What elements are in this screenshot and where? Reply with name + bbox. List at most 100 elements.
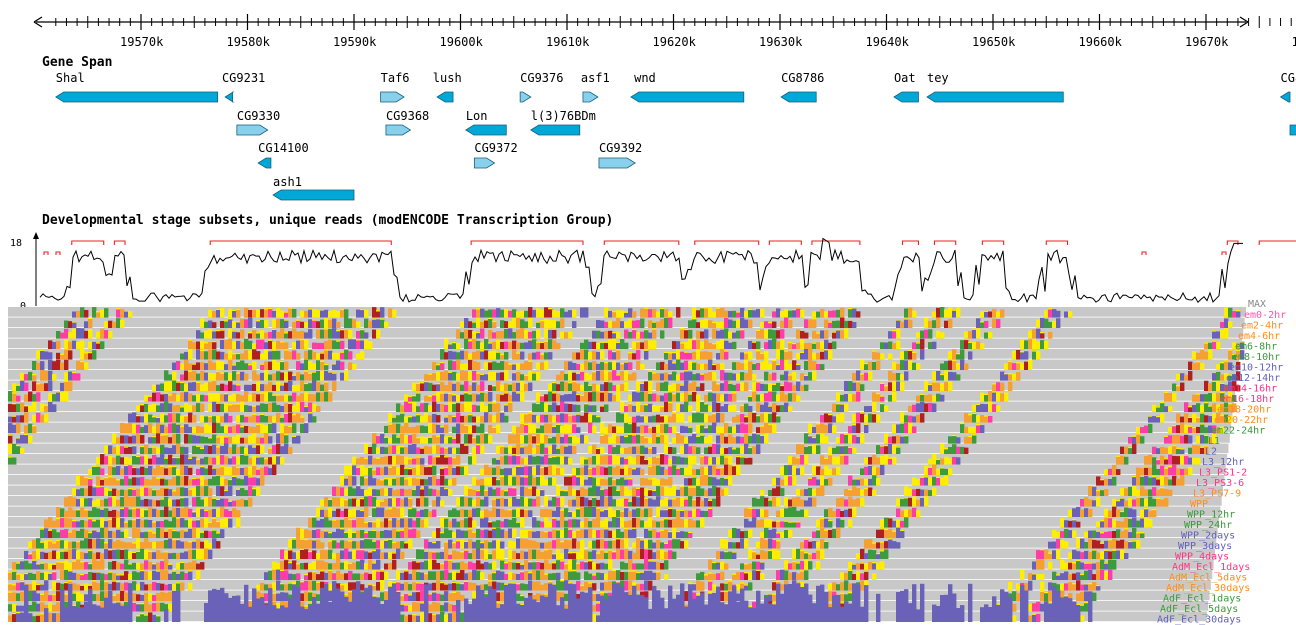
gene-label[interactable]: asf1	[581, 71, 610, 85]
coverage-cell	[948, 447, 953, 454]
gene-cg9392-glyph[interactable]	[598, 157, 636, 169]
coverage-cell	[772, 391, 777, 402]
coverage-cell	[148, 437, 153, 444]
coverage-cell	[264, 416, 269, 423]
gene-oat-glyph[interactable]	[893, 91, 919, 103]
gene-label[interactable]: Shal	[56, 71, 85, 85]
gene-cg9330-glyph[interactable]	[236, 124, 269, 136]
coverage-cell	[760, 352, 765, 360]
gene-label[interactable]: l(3)76BDm	[531, 109, 596, 123]
coverage-edge	[12, 402, 17, 405]
gene-cg9231-glyph[interactable]	[224, 91, 235, 103]
gene-label[interactable]: CG9368	[386, 109, 429, 123]
coverage-cell	[124, 521, 129, 528]
coverage-edge	[56, 517, 61, 520]
coverage-cell	[68, 350, 73, 360]
coverage-cell	[328, 310, 333, 318]
coverage-cell	[628, 416, 633, 423]
coverage-cell	[1064, 520, 1069, 528]
coverage-cell	[480, 510, 485, 517]
coverage-cell	[376, 518, 381, 528]
coverage-cell	[476, 331, 481, 339]
coverage-cell	[620, 321, 625, 328]
coverage-cell	[208, 415, 213, 423]
gene-ash1-glyph[interactable]	[272, 189, 355, 201]
gene-label[interactable]: wnd	[634, 71, 656, 85]
coverage-cell	[348, 509, 353, 517]
coverage-cell	[1188, 405, 1193, 412]
coverage-cell	[212, 401, 217, 412]
gene-label[interactable]: lush	[433, 71, 462, 85]
coverage-cell	[692, 338, 697, 349]
coverage-cell	[424, 518, 429, 528]
gene-label[interactable]: CG8765	[1281, 71, 1296, 85]
coverage-cell	[464, 497, 469, 507]
coverage-cell	[1128, 486, 1133, 496]
gene-lush-glyph[interactable]	[436, 91, 454, 103]
coverage-cell	[212, 434, 217, 444]
gene-shal-glyph[interactable]	[55, 91, 219, 103]
gene-label[interactable]: CG8786	[781, 71, 824, 85]
coverage-cell	[468, 528, 473, 538]
gene-label[interactable]: Oat	[894, 71, 916, 85]
coverage-cell	[488, 434, 493, 444]
gene-label[interactable]: tey	[927, 71, 949, 85]
gene-label[interactable]: ash1	[273, 175, 302, 189]
coverage-cell	[204, 479, 209, 486]
coverage-cell	[840, 497, 845, 507]
coverage-cell	[384, 509, 389, 517]
gene-wnd-glyph[interactable]	[630, 91, 745, 103]
coverage-cell	[936, 476, 941, 486]
gene-cg8765-glyph[interactable]	[1279, 91, 1291, 103]
coverage-cell	[876, 467, 881, 475]
gene-l-3-76bdm-glyph[interactable]	[530, 124, 581, 136]
coverage-edge	[524, 413, 529, 415]
coverage-cell	[656, 465, 661, 475]
coverage-cell	[468, 413, 473, 423]
gene-asf1-glyph[interactable]	[582, 91, 599, 103]
gene-label[interactable]: CG14100	[258, 141, 309, 155]
coverage-cell	[492, 320, 497, 328]
gene-label[interactable]: CG9376	[520, 71, 563, 85]
coverage-cell	[272, 464, 277, 475]
gene-label[interactable]: Lon	[466, 109, 488, 123]
coverage-cell	[1120, 488, 1125, 496]
coverage-edge	[544, 413, 549, 415]
coverage-cell	[972, 328, 977, 339]
coverage-cell	[1028, 339, 1033, 349]
coverage-cell	[124, 528, 129, 538]
coverage-cell	[512, 309, 517, 318]
coverage-cell	[168, 498, 173, 507]
gene-label[interactable]: CG9392	[599, 141, 642, 155]
coverage-cell	[1156, 415, 1161, 423]
coverage-cell	[564, 456, 569, 465]
gene-cg9372-glyph[interactable]	[473, 157, 496, 169]
coverage-cell	[160, 528, 165, 538]
coverage-cell	[968, 426, 973, 433]
gene-label[interactable]: CG9330	[237, 109, 280, 123]
coverage-cell	[852, 506, 857, 517]
gene-cg9368-glyph[interactable]	[385, 124, 412, 136]
coverage-cell	[352, 339, 357, 349]
coverage-cell	[304, 529, 309, 538]
coverage-cell	[908, 405, 913, 412]
coverage-cell	[536, 321, 541, 328]
gene-lon-glyph[interactable]	[465, 124, 507, 136]
coverage-edge	[864, 362, 869, 365]
gene-cg14100-glyph[interactable]	[257, 157, 272, 169]
coverage-edge	[204, 342, 209, 344]
gene-cg9376-glyph[interactable]	[519, 91, 532, 103]
coverage-edge	[392, 477, 397, 479]
gene-tey-glyph[interactable]	[926, 91, 1064, 103]
gene-cg8786-glyph[interactable]	[780, 91, 817, 103]
gene-gbeta76c-glyph[interactable]	[1289, 124, 1296, 136]
gene-label[interactable]: Taf6	[381, 71, 410, 85]
coverage-cell	[404, 423, 409, 433]
coverage-cell	[208, 509, 213, 517]
coverage-edge	[648, 447, 653, 449]
coverage-cell	[1000, 371, 1005, 381]
gene-label[interactable]: CG9372	[474, 141, 517, 155]
coverage-cell	[12, 424, 17, 433]
gene-label[interactable]: CG9231	[222, 71, 265, 85]
gene-taf6-glyph[interactable]	[380, 91, 405, 103]
